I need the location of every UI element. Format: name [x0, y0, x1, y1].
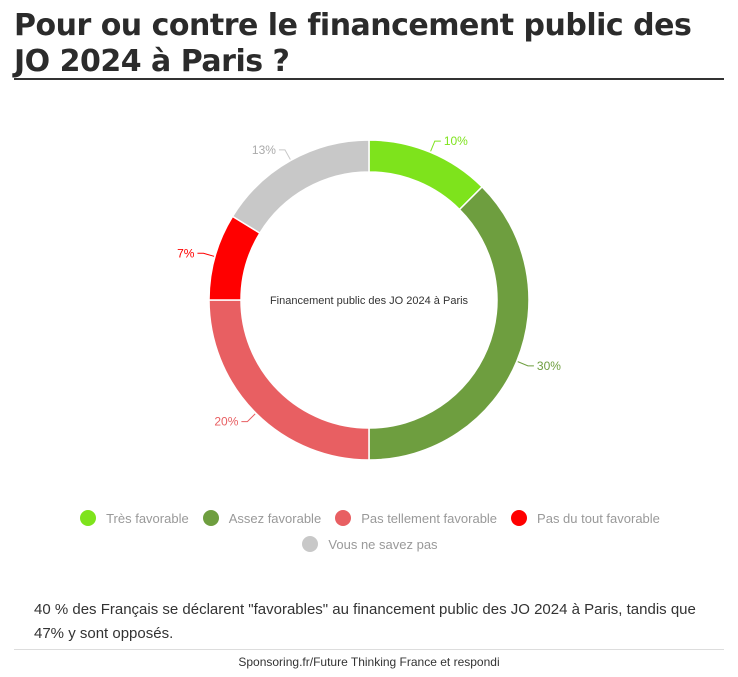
slice-leader-line-4 — [278, 149, 291, 160]
legend-label-2: Pas tellement favorable — [361, 510, 498, 526]
slice-data-label-0: 10% — [444, 134, 468, 148]
legend-swatch-3 — [511, 510, 528, 526]
legend-swatch-1 — [202, 510, 219, 526]
legend-swatch-4 — [302, 536, 319, 552]
chart-description: 40 % des Français se déclarent "favorabl… — [34, 601, 696, 642]
donut-slice-2 — [208, 299, 370, 461]
legend-item-2[interactable]: Pas tellement favorable — [335, 510, 497, 526]
donut-slice-1 — [368, 185, 530, 461]
donut-center-label: Financement public des JO 2024 à Paris — [270, 295, 469, 307]
donut-slice-0 — [368, 139, 484, 211]
chart-legend: Très favorable Assez favorable Pas telleme… — [60, 510, 680, 552]
legend-item-0[interactable]: Très favorable — [80, 510, 189, 526]
slice-data-label-2: 20% — [214, 415, 238, 429]
source-credit: Sponsoring.fr/Future Thinking France et … — [238, 655, 500, 669]
legend-label-4: Vous ne savez pas — [328, 536, 438, 552]
legend-label-0: Très favorable — [106, 510, 189, 526]
legend-item-4[interactable]: Vous ne savez pas — [302, 536, 438, 552]
legend-swatch-0 — [80, 510, 97, 526]
footer-divider — [14, 649, 724, 650]
donut-slice-4 — [231, 139, 370, 235]
donut-chart: 10% 30% 20% 7% 13% Financement public des JO… — [177, 134, 561, 461]
slice-leader-line-0 — [430, 140, 441, 152]
title-divider — [14, 78, 724, 80]
slice-data-label-4: 13% — [252, 143, 276, 157]
slice-leader-line-2 — [241, 413, 256, 423]
legend-item-3[interactable]: Pas du tout favorable — [511, 510, 660, 526]
chart-title: Pour ou contre le financement public des… — [14, 8, 692, 79]
slice-data-label-1: 30% — [537, 359, 561, 373]
legend-label-1: Assez favorable — [228, 510, 322, 526]
legend-label-3: Pas du tout favorable — [537, 510, 660, 526]
legend-item-1[interactable]: Assez favorable — [202, 510, 322, 526]
slice-leader-line-3 — [197, 252, 215, 257]
slice-leader-line-1 — [517, 361, 534, 367]
legend-swatch-2 — [335, 510, 352, 526]
slice-data-label-3: 7% — [177, 246, 195, 260]
